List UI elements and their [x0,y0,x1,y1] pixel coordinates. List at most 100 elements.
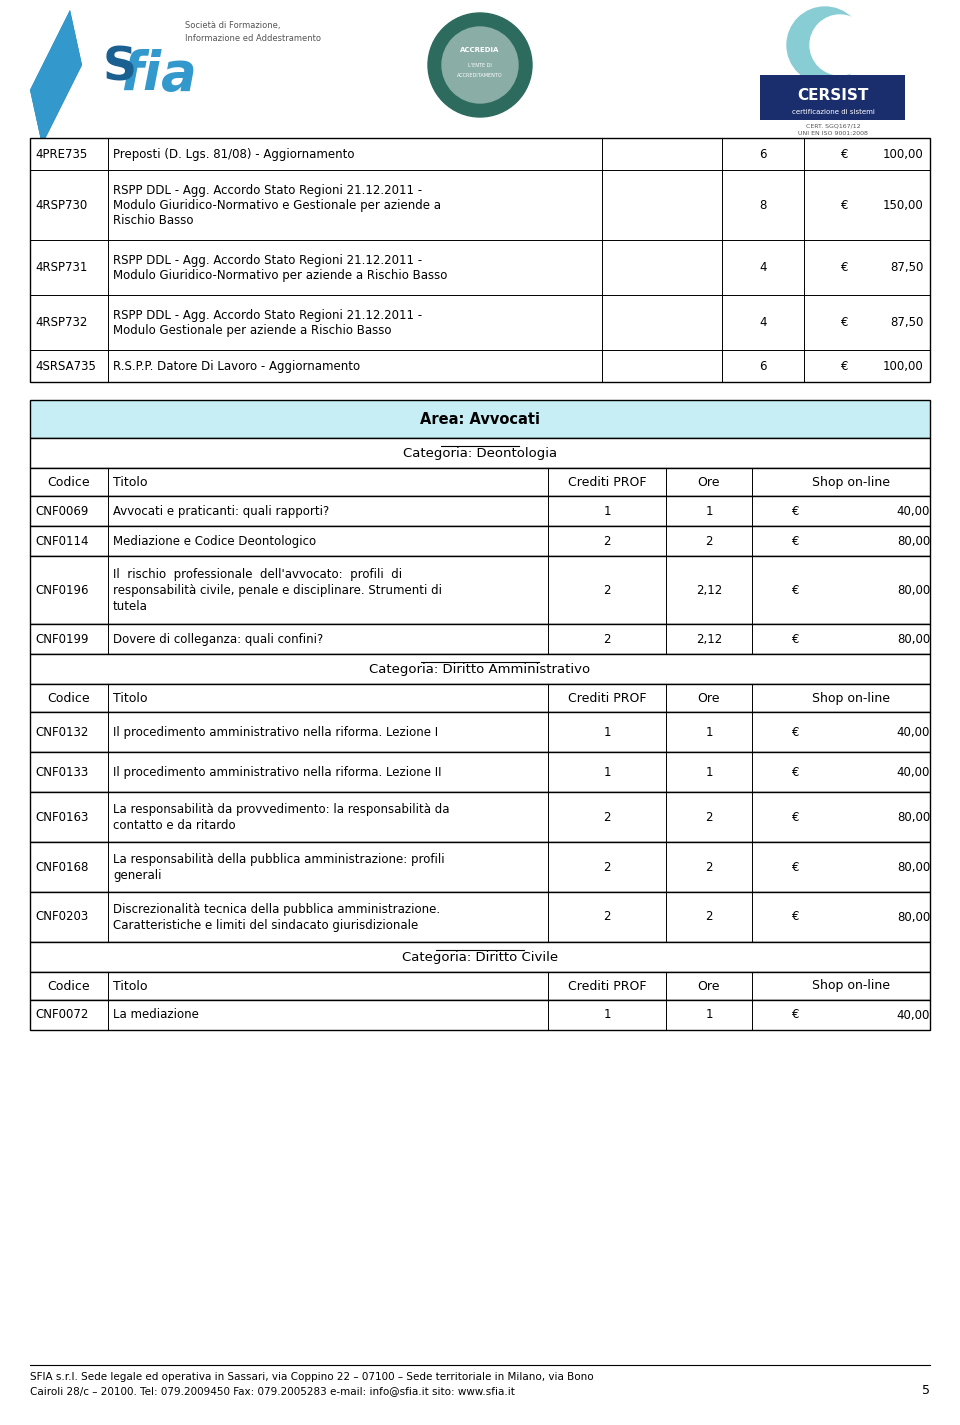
Bar [30,842,930,892]
Text: Codice: Codice [48,476,90,489]
Text: CNF0069: CNF0069 [35,504,88,517]
Text: Modulo Giuridico-Normativo e Gestionale per aziende a: Modulo Giuridico-Normativo e Gestionale … [113,198,441,211]
Text: 8: 8 [759,198,767,211]
Text: CNF0114: CNF0114 [35,534,88,547]
Text: 40,00: 40,00 [897,765,930,778]
Bar [30,752,930,792]
Text: €: € [792,583,800,597]
Text: Dovere di colleganza: quali confini?: Dovere di colleganza: quali confini? [113,633,324,646]
Text: €: € [792,725,800,738]
Text: Crediti PROF: Crediti PROF [567,476,646,489]
Text: 4RSP731: 4RSP731 [35,261,87,274]
Text: ACCREDITAMENTO: ACCREDITAMENTO [457,73,503,77]
Text: 2: 2 [706,811,712,824]
Text: L'ENTE DI: L'ENTE DI [468,63,492,67]
Text: La responsabilità da provvedimento: la responsabilità da: La responsabilità da provvedimento: la r… [113,802,449,815]
Text: Informazione ed Addestramento: Informazione ed Addestramento [185,34,321,43]
Text: Modulo Gestionale per aziende a Rischio Basso: Modulo Gestionale per aziende a Rischio … [113,323,392,336]
Text: 4RSP732: 4RSP732 [35,316,87,329]
Text: 2: 2 [706,861,712,874]
Text: CNF0199: CNF0199 [35,633,88,646]
Circle shape [442,27,518,103]
Text: Area: Avvocati: Area: Avvocati [420,412,540,426]
Text: La responsabilità della pubblica amministrazione: profili: La responsabilità della pubblica amminis… [113,852,444,865]
Bar [30,467,930,496]
Text: CERSIST: CERSIST [798,87,869,103]
Text: 1: 1 [706,765,712,778]
Text: Ore: Ore [698,476,720,489]
Circle shape [787,7,863,83]
Text: 2: 2 [603,583,611,597]
Polygon shape [30,10,82,145]
Text: CNF0168: CNF0168 [35,861,88,874]
Polygon shape [30,10,82,145]
Bar [30,654,930,684]
Text: Il  rischio  professionale  dell'avvocato:  profili  di: Il rischio professionale dell'avvocato: … [113,567,402,580]
Text: Ore: Ore [698,691,720,704]
Bar [760,76,905,120]
Text: RSPP DDL - Agg. Accordo Stato Regioni 21.12.2011 -: RSPP DDL - Agg. Accordo Stato Regioni 21… [113,184,422,197]
Text: 1: 1 [603,504,611,517]
Text: €: € [792,765,800,778]
Text: Modulo Giuridico-Normativo per aziende a Rischio Basso: Modulo Giuridico-Normativo per aziende a… [113,268,447,282]
Text: €: € [792,534,800,547]
Bar [30,556,930,624]
Bar [30,496,930,526]
Text: Categoria: Deontologia: Categoria: Deontologia [403,446,557,459]
Text: RSPP DDL - Agg. Accordo Stato Regioni 21.12.2011 -: RSPP DDL - Agg. Accordo Stato Regioni 21… [113,308,422,322]
Text: Titolo: Titolo [113,979,148,992]
Text: Caratteristiche e limiti del sindacato giurisdizionale: Caratteristiche e limiti del sindacato g… [113,919,419,932]
Text: Avvocati e praticanti: quali rapporti?: Avvocati e praticanti: quali rapporti? [113,504,329,517]
Text: 80,00: 80,00 [897,633,930,646]
Text: 4RSP730: 4RSP730 [35,198,87,211]
Text: RSPP DDL - Agg. Accordo Stato Regioni 21.12.2011 -: RSPP DDL - Agg. Accordo Stato Regioni 21… [113,254,422,266]
Text: Titolo: Titolo [113,691,148,704]
Bar [30,526,930,556]
Text: Titolo: Titolo [113,476,148,489]
Text: 80,00: 80,00 [897,534,930,547]
Text: Il procedimento amministrativo nella riforma. Lezione I: Il procedimento amministrativo nella rif… [113,725,438,738]
Text: 40,00: 40,00 [897,1009,930,1022]
Text: 4: 4 [759,316,767,329]
Text: SFIA s.r.l. Sede legale ed operativa in Sassari, via Coppino 22 – 07100 – Sede t: SFIA s.r.l. Sede legale ed operativa in … [30,1372,593,1382]
Text: 1: 1 [603,725,611,738]
Bar [30,792,930,842]
Text: CNF0203: CNF0203 [35,911,88,923]
Text: 5: 5 [922,1385,930,1398]
Text: €: € [841,316,849,329]
Bar [30,400,930,437]
Text: 1: 1 [706,725,712,738]
Text: 4SRSA735: 4SRSA735 [35,359,96,372]
Text: €: € [792,633,800,646]
Text: 150,00: 150,00 [883,198,924,211]
Text: 6: 6 [759,359,767,372]
Text: responsabilità civile, penale e disciplinare. Strumenti di: responsabilità civile, penale e discipli… [113,583,442,597]
Text: 6: 6 [759,148,767,161]
Text: CERT. SGQ167/12: CERT. SGQ167/12 [805,124,860,128]
Text: 100,00: 100,00 [883,148,924,161]
Text: 87,50: 87,50 [890,261,924,274]
Bar [30,972,930,1000]
Text: Shop on-line: Shop on-line [812,691,890,704]
Text: €: € [792,504,800,517]
Text: 4PRE735: 4PRE735 [35,148,87,161]
Text: €: € [792,861,800,874]
Text: S: S [103,46,137,91]
Text: CNF0196: CNF0196 [35,583,88,597]
Text: R.S.P.P. Datore Di Lavoro - Aggiornamento: R.S.P.P. Datore Di Lavoro - Aggiornament… [113,359,360,372]
Text: 80,00: 80,00 [897,583,930,597]
Text: generali: generali [113,868,161,882]
Text: 80,00: 80,00 [897,861,930,874]
Bar [30,437,930,467]
Text: certificazione di sistemi: certificazione di sistemi [792,108,875,115]
Text: 80,00: 80,00 [897,811,930,824]
Text: 2: 2 [603,861,611,874]
Text: Codice: Codice [48,979,90,992]
Text: contatto e da ritardo: contatto e da ritardo [113,818,235,832]
Text: La mediazione: La mediazione [113,1009,199,1022]
Text: 4: 4 [759,261,767,274]
Text: €: € [841,198,849,211]
Text: Cairoli 28/c – 20100. Tel: 079.2009450 Fax: 079.2005283 e-mail: info@sfia.it sit: Cairoli 28/c – 20100. Tel: 079.2009450 F… [30,1387,515,1396]
Text: 2,12: 2,12 [696,583,722,597]
Text: 40,00: 40,00 [897,725,930,738]
